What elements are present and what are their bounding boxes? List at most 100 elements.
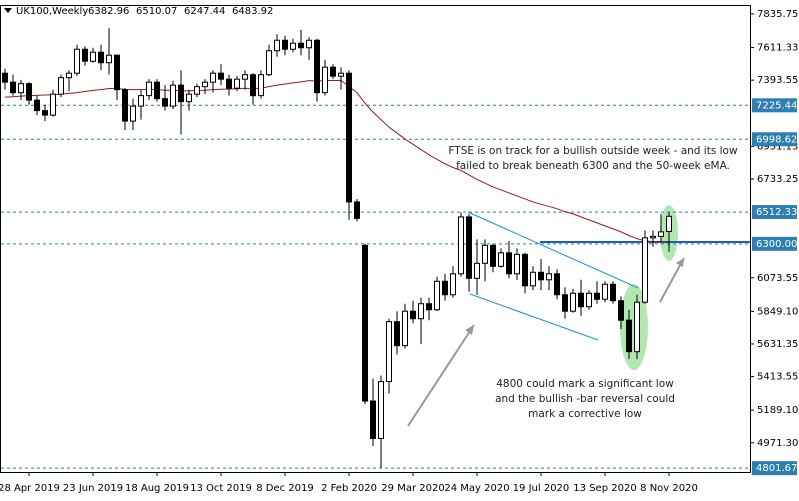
arrow (407, 324, 475, 427)
candle-body (34, 99, 40, 112)
price-label: 6300.00 (756, 239, 797, 250)
x-tick-label: 28 Apr 2019 (0, 483, 60, 494)
candle-body (330, 66, 336, 77)
y-tick-label: 5189.10 (757, 405, 798, 416)
candle-body (498, 252, 504, 267)
x-tick-label: 2 Feb 2020 (321, 483, 377, 494)
candle-body (618, 300, 624, 321)
y-tick-label: 6951.13 (757, 141, 798, 152)
candle-body (346, 72, 352, 203)
candle-body (130, 105, 136, 122)
arrow-head (465, 325, 474, 335)
price-label: 6998.62 (756, 134, 797, 145)
y-tick-label: 6733.25 (757, 174, 798, 185)
candle-body (282, 39, 288, 50)
candle-body (258, 74, 264, 97)
candle-body (114, 54, 120, 91)
candle-body (602, 283, 608, 300)
ohlc-low: 6247.44 (184, 6, 225, 17)
price-label: 7225.44 (756, 100, 797, 111)
x-tick-label: 23 Jun 2019 (63, 483, 123, 494)
x-tick-label: 13 Sep 2020 (573, 483, 636, 494)
candle-body (106, 54, 112, 64)
candle-body (138, 95, 144, 107)
candle-body (658, 231, 664, 237)
candle-body (450, 273, 456, 296)
x-tick-label: 8 Nov 2020 (640, 483, 698, 494)
candle-body (370, 400, 376, 439)
candle-body (530, 271, 536, 287)
candle-body (610, 283, 616, 302)
plot-frame (0, 5, 751, 473)
candle-body (594, 292, 600, 300)
x-tick-label: 19 Jul 2020 (513, 483, 570, 494)
candle-body (154, 81, 160, 100)
y-tick-label: 7611.33 (757, 43, 798, 54)
candle-body (178, 84, 184, 103)
candle-body (402, 310, 408, 347)
annotation: mark a corrective low (528, 408, 642, 420)
annotation: and the bullish -bar reversal could (495, 393, 675, 405)
candle-body (322, 66, 328, 94)
y-tick-label: 5849.10 (757, 306, 798, 317)
y-tick-label: 7835.75 (757, 9, 798, 20)
candle-body (578, 292, 584, 308)
price-label-box (752, 98, 797, 113)
x-tick-label: 18 Aug 2019 (125, 483, 189, 494)
candle-body (18, 83, 24, 94)
candle-body (218, 72, 224, 80)
candle-body (538, 271, 544, 281)
y-tick-label: 6073.55 (757, 273, 798, 284)
ohlc-open: 6382.96 (88, 6, 129, 17)
ohlc-close: 6483.92 (232, 6, 273, 17)
arrow (659, 257, 685, 303)
candle-body (354, 201, 360, 219)
x-tick-label: 8 Dec 2019 (256, 483, 314, 494)
candle-body (394, 321, 400, 347)
price-label-box (752, 461, 797, 476)
candle-body (242, 74, 248, 80)
y-tick-label: 5631.35 (757, 339, 798, 350)
candle-body (362, 244, 368, 402)
candle-body (634, 301, 640, 353)
x-tick-label: 13 Oct 2019 (190, 483, 252, 494)
candle-body (482, 244, 488, 264)
candle-body (122, 89, 128, 122)
price-label-box (752, 236, 797, 251)
y-tick-label: 5413.55 (757, 372, 798, 383)
candle-body (298, 42, 304, 49)
candle-body (250, 74, 256, 97)
candle-body (186, 93, 192, 103)
candle-body (2, 72, 8, 83)
candle-body (266, 50, 272, 76)
candle-body (378, 381, 384, 439)
candle-body (290, 42, 296, 50)
candle-body (98, 51, 104, 64)
candle-body (274, 39, 280, 52)
candle-body (82, 48, 88, 62)
candle-body (642, 237, 648, 303)
y-tick-label: 7393.55 (757, 75, 798, 86)
candle-body (386, 321, 392, 383)
candle-body (306, 39, 312, 49)
candle-body (234, 78, 240, 89)
candle-body (226, 78, 232, 89)
annotation: 4800 could mark a significant low (496, 378, 674, 390)
arrow-head (676, 258, 684, 267)
annotation: failed to break beneath 6300 and the 50-… (456, 160, 730, 172)
chart-title: UK100,Weekly (16, 6, 88, 17)
price-label: 6512.33 (756, 207, 797, 218)
candle-body (554, 273, 560, 296)
candle-body (58, 77, 64, 95)
menu-triangle (4, 8, 12, 13)
candle-body (418, 303, 424, 320)
candle-body (434, 280, 440, 311)
candle-body (74, 48, 80, 74)
candle-body (522, 253, 528, 287)
candle-body (666, 215, 672, 232)
candle-body (90, 51, 96, 62)
price-label-box (752, 205, 797, 220)
y-tick-label: 4971.30 (757, 438, 798, 449)
